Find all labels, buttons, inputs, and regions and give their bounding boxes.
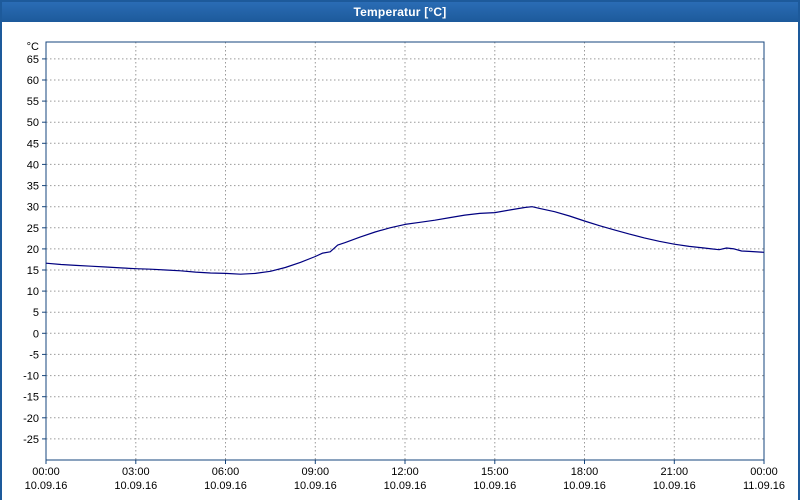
y-tick-label: -10 [23,371,39,383]
window-title: Temperatur [°C] [353,5,447,19]
y-tick-label: 25 [27,223,39,235]
y-tick-label: 0 [33,328,39,340]
y-tick-label: -15 [23,392,39,404]
x-tick-time-label: 06:00 [212,466,240,478]
x-tick-date-label: 10.09.16 [204,480,247,492]
y-tick-label: 60 [27,75,39,87]
chart-area: -25 -20 -15 -10 -5 0 5 10 15 20 25 30 35 40 45 50 55 60 65… [2,22,798,503]
x-tick-date-label: 11.09.16 [743,480,785,492]
x-tick-time-label: 12:00 [391,466,419,478]
y-axis-unit-label: °C [27,41,39,53]
x-tick-time-label: 00:00 [750,466,778,478]
x-tick-time-label: 18:00 [571,466,599,478]
temperature-line [45,206,765,275]
y-tick-label: -20 [23,413,39,425]
plot-border [45,41,765,461]
y-tick-label: 45 [27,138,39,150]
temperature-chart: -25 -20 -15 -10 -5 0 5 10 15 20 25 30 35 40 45 50 55 60 65… [23,41,785,492]
window-title-bar[interactable]: Temperatur [°C] [2,2,798,22]
y-tick-label: -25 [23,434,39,446]
y-tick-label: 50 [27,117,39,129]
x-tick-date-label: 10.09.16 [384,480,427,492]
y-tick-label: 55 [27,96,39,108]
x-tick-date-label: 10.09.16 [473,480,516,492]
x-tick-time-label: 15:00 [481,466,509,478]
y-tick-label: 65 [27,54,39,66]
y-tick-label: 40 [27,159,39,171]
x-tick-time-label: 21:00 [661,466,689,478]
x-tick-date-label: 10.09.16 [25,480,68,492]
y-tick-label: 10 [27,286,39,298]
x-tick-time-label: 03:00 [122,466,150,478]
y-tick-label: 30 [27,202,39,214]
y-tick-label: -5 [29,349,39,361]
x-tick-date-label: 10.09.16 [563,480,606,492]
y-tick-label: 20 [27,244,39,256]
x-tick-date-label: 10.09.16 [653,480,696,492]
y-tick-label: 35 [27,181,39,193]
x-tick-date-label: 10.09.16 [114,480,157,492]
y-tick-label: 15 [27,265,39,277]
y-tick-label: 5 [33,307,39,319]
x-tick-time-label: 09:00 [302,466,330,478]
x-tick-time-label: 00:00 [32,466,60,478]
x-tick-date-label: 10.09.16 [294,480,337,492]
